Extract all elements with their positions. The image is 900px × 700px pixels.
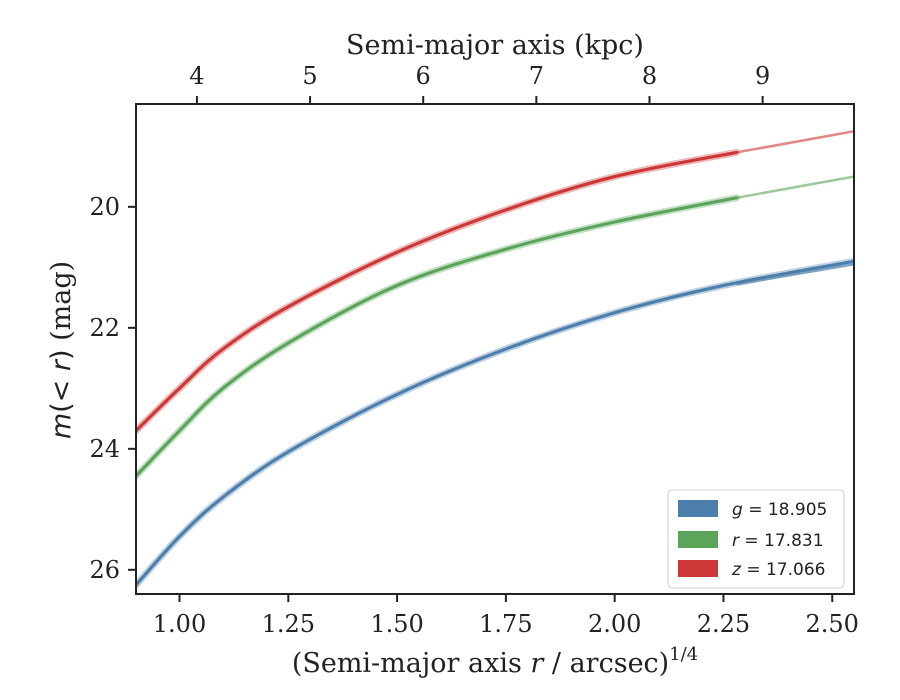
series-z-extension [736, 129, 854, 154]
series-r-band [136, 194, 740, 480]
svg-text:z = 17.066: z = 17.066 [731, 560, 825, 580]
series-z-line [136, 150, 739, 433]
y-axis-ticks: 20 22 24 26 [89, 193, 136, 584]
legend-swatch-z [678, 560, 718, 577]
y-axis-title: m(< r) (mag) [46, 261, 77, 439]
legend-entry-z: z = 17.066 [678, 560, 825, 580]
series-r-line [136, 196, 739, 478]
x-axis-title: (Semi-major axis r / arcsec)1/4 [292, 644, 698, 679]
series-layer [136, 129, 854, 589]
series-g-line [136, 259, 854, 587]
top-tick-label: 5 [302, 62, 317, 90]
top-axis-title: Semi-major axis (kpc) [346, 30, 644, 61]
y-tick-label: 22 [89, 314, 120, 342]
svg-text:r = 17.831: r = 17.831 [732, 531, 824, 551]
x-tick-label: 2.25 [697, 610, 750, 638]
series-g-extension [736, 263, 854, 286]
top-tick-label: 9 [755, 62, 770, 90]
series-r-extension [736, 175, 854, 200]
legend-swatch-g [678, 500, 718, 517]
legend: g = 18.905 r = 17.831 z = 17.066 [667, 489, 845, 589]
y-tick-label: 26 [89, 556, 120, 584]
top-tick-label: 6 [416, 62, 431, 90]
top-tick-label: 4 [189, 62, 204, 90]
top-tick-label: 8 [642, 62, 657, 90]
x-tick-label: 2.50 [806, 610, 859, 638]
x-tick-label: 2.00 [588, 610, 641, 638]
legend-swatch-r [678, 531, 718, 548]
top-axis-ticks: 4 5 6 7 8 9 [189, 62, 770, 104]
svg-text:g = 18.905: g = 18.905 [732, 500, 827, 520]
top-tick-label: 7 [529, 62, 544, 90]
x-tick-label: 1.50 [370, 610, 423, 638]
y-tick-label: 24 [89, 435, 120, 463]
x-axis-ticks: 1.00 1.25 1.50 1.75 2.00 2.25 2.50 [153, 594, 859, 638]
x-tick-label: 1.25 [262, 610, 315, 638]
x-tick-label: 1.75 [479, 610, 532, 638]
legend-entry-r: r = 17.831 [678, 531, 824, 551]
plot-frame [135, 103, 855, 595]
y-tick-label: 20 [89, 193, 120, 221]
legend-entry-g: g = 18.905 [678, 500, 827, 520]
x-tick-label: 1.00 [153, 610, 206, 638]
